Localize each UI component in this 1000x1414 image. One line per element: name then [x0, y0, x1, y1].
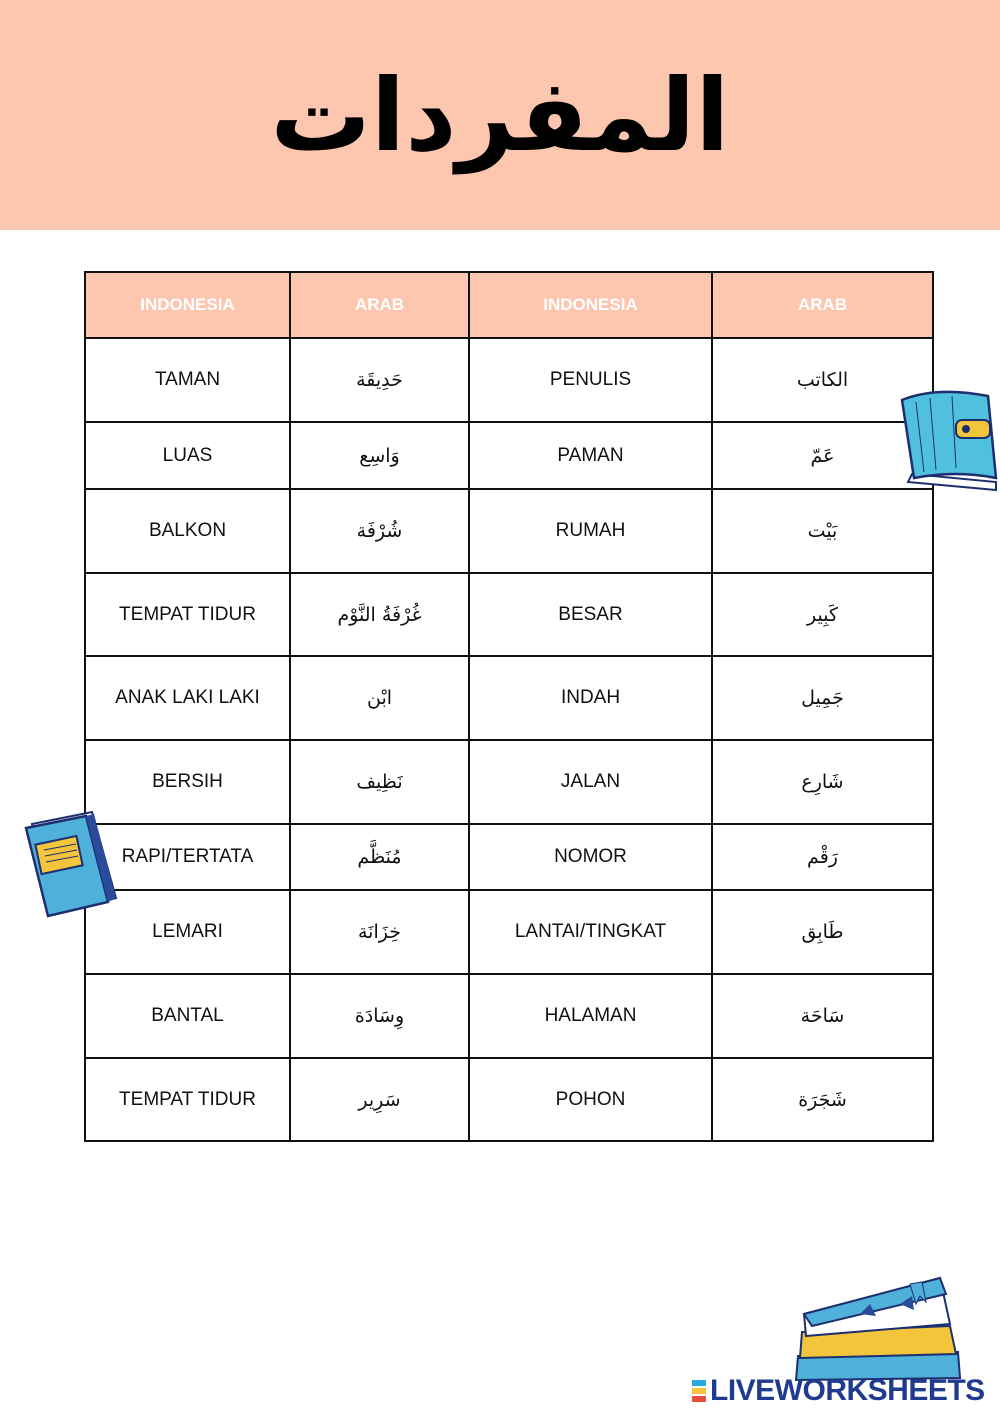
arabic-word-cell: غُرْفَةُ النَّوْم — [289, 572, 470, 657]
arabic-word-cell: شَجَرَة — [711, 1057, 934, 1142]
arabic-word-cell: عَمّ — [711, 421, 934, 490]
indonesian-word-cell: RAPI/TERTATA — [84, 823, 291, 891]
header-arab: ARAB — [711, 271, 934, 339]
arabic-word-cell: حَدِيقَة — [289, 337, 470, 423]
indonesian-word-cell: BANTAL — [84, 973, 291, 1059]
indonesian-word-cell: BERSIH — [84, 739, 291, 825]
arabic-word-cell: شَارِع — [711, 739, 934, 825]
title-banner: المفردات — [0, 0, 1000, 230]
table-row: BALKON شُرْفَة RUMAH بَيْت — [84, 488, 934, 574]
vocabulary-table: INDONESIA ARAB INDONESIA ARAB TAMAN حَدِي… — [84, 271, 934, 1142]
table-row: ANAK LAKI LAKI ابْن INDAH جَمِيل — [84, 655, 934, 741]
logo-text: LIVEWORKSHEETS — [710, 1374, 985, 1407]
liveworksheets-logo: LIVEWORKSHEETS — [692, 1374, 985, 1408]
indonesian-word-cell: HALAMAN — [468, 973, 713, 1059]
indonesian-word-cell: RUMAH — [468, 488, 713, 574]
book-stack-icon — [794, 1276, 962, 1382]
indonesian-word-cell: BESAR — [468, 572, 713, 657]
indonesian-word-cell: JALAN — [468, 739, 713, 825]
indonesian-word-cell: NOMOR — [468, 823, 713, 891]
arabic-word-cell: وَاسِع — [289, 421, 470, 490]
table-row: BANTAL وِسَادَة HALAMAN سَاحَة — [84, 973, 934, 1059]
logo-mark-icon — [692, 1379, 706, 1403]
indonesian-word-cell: TEMPAT TIDUR — [84, 1057, 291, 1142]
arabic-word-cell: بَيْت — [711, 488, 934, 574]
header-arab: ARAB — [289, 271, 470, 339]
table-row: LEMARI خِزَانَة LANTAI/TINGKAT طَابِق — [84, 889, 934, 975]
indonesian-word-cell: TAMAN — [84, 337, 291, 423]
indonesian-word-cell: PENULIS — [468, 337, 713, 423]
table-row: TEMPAT TIDUR غُرْفَةُ النَّوْم BESAR كَبِير — [84, 572, 934, 657]
blue-book-icon — [24, 810, 118, 918]
indonesian-word-cell: PAMAN — [468, 421, 713, 490]
arabic-word-cell: الكاتب — [711, 337, 934, 423]
header-indonesia: INDONESIA — [84, 271, 291, 339]
arabic-word-cell: سَاحَة — [711, 973, 934, 1059]
arabic-word-cell: نَظِيف — [289, 739, 470, 825]
arabic-word-cell: سَرِير — [289, 1057, 470, 1142]
table-row: BERSIH نَظِيف JALAN شَارِع — [84, 739, 934, 825]
indonesian-word-cell: BALKON — [84, 488, 291, 574]
indonesian-word-cell: INDAH — [468, 655, 713, 741]
arabic-word-cell: جَمِيل — [711, 655, 934, 741]
table-row: TAMAN حَدِيقَة PENULIS الكاتب — [84, 337, 934, 423]
indonesian-word-cell: ANAK LAKI LAKI — [84, 655, 291, 741]
blue-notebook-icon — [900, 390, 998, 492]
indonesian-word-cell: LUAS — [84, 421, 291, 490]
arabic-word-cell: خِزَانَة — [289, 889, 470, 975]
indonesian-word-cell: TEMPAT TIDUR — [84, 572, 291, 657]
indonesian-word-cell: LANTAI/TINGKAT — [468, 889, 713, 975]
header-indonesia: INDONESIA — [468, 271, 713, 339]
arabic-word-cell: طَابِق — [711, 889, 934, 975]
page-title: المفردات — [270, 56, 730, 174]
arabic-word-cell: ابْن — [289, 655, 470, 741]
arabic-word-cell: مُنَظَّم — [289, 823, 470, 891]
arabic-word-cell: رَقْم — [711, 823, 934, 891]
table-row: TEMPAT TIDUR سَرِير POHON شَجَرَة — [84, 1057, 934, 1142]
arabic-word-cell: كَبِير — [711, 572, 934, 657]
table-header-row: INDONESIA ARAB INDONESIA ARAB — [84, 271, 934, 339]
table-row: LUAS وَاسِع PAMAN عَمّ — [84, 421, 934, 490]
indonesian-word-cell: POHON — [468, 1057, 713, 1142]
table-row: RAPI/TERTATA مُنَظَّم NOMOR رَقْم — [84, 823, 934, 891]
arabic-word-cell: شُرْفَة — [289, 488, 470, 574]
arabic-word-cell: وِسَادَة — [289, 973, 470, 1059]
indonesian-word-cell: LEMARI — [84, 889, 291, 975]
